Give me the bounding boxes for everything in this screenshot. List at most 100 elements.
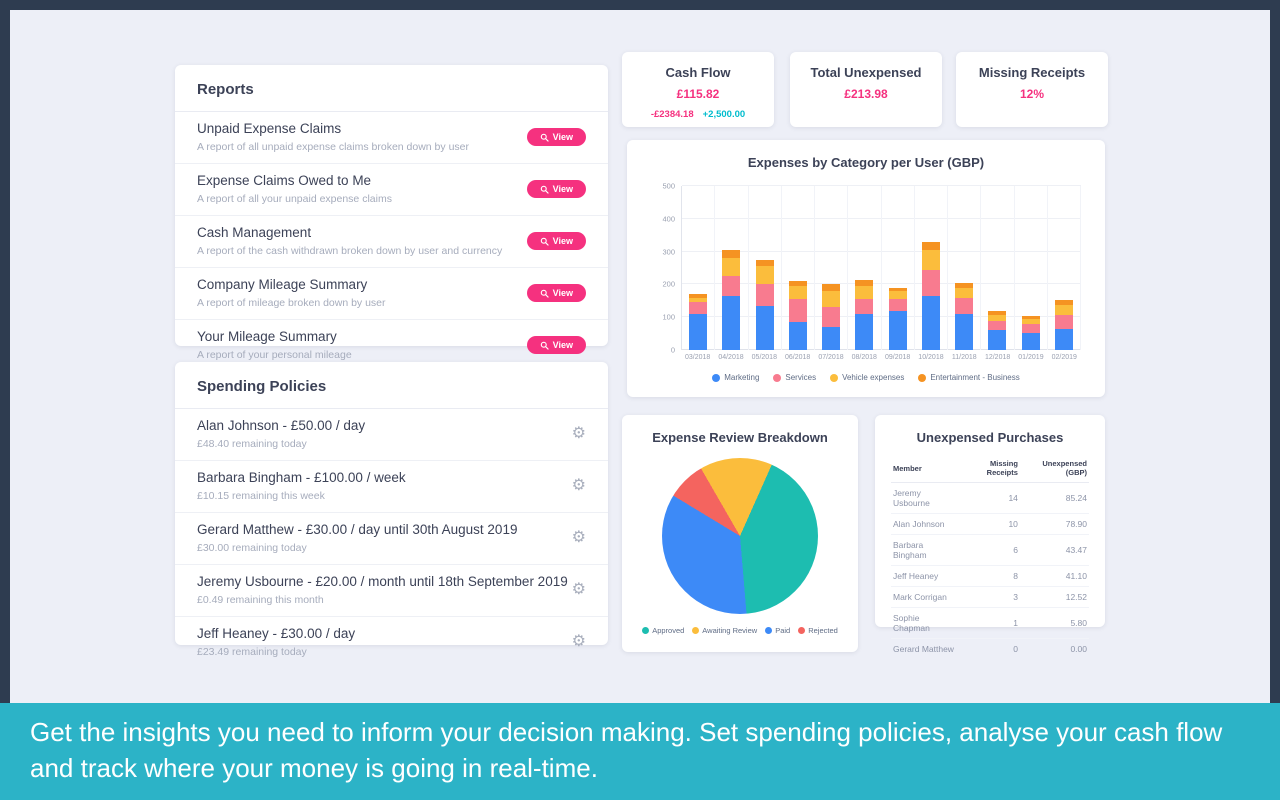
bar-segment-marketing[interactable] (788, 322, 807, 350)
pie-chart[interactable] (662, 458, 818, 614)
bar-segment-entertainment-business[interactable] (888, 287, 907, 291)
bar-segment-vehicle-expenses[interactable] (988, 314, 1007, 322)
table-row: Sophie Chapman 1 5.80 (891, 607, 1089, 639)
bar-segment-vehicle-expenses[interactable] (955, 287, 974, 298)
bar-segment-services[interactable] (888, 299, 907, 311)
bar-segment-entertainment-business[interactable] (855, 279, 874, 287)
stacked-bar-03-2018[interactable] (689, 186, 708, 350)
bar-segment-vehicle-expenses[interactable] (822, 290, 841, 308)
bar-segment-entertainment-business[interactable] (1054, 299, 1073, 305)
bar-segment-entertainment-business[interactable] (1021, 315, 1040, 319)
bar-segment-services[interactable] (955, 297, 974, 314)
bar-segment-marketing[interactable] (722, 295, 741, 350)
bar-segment-vehicle-expenses[interactable] (755, 266, 774, 285)
policy-settings-button[interactable]: ⚙ (572, 582, 586, 598)
bar-segment-entertainment-business[interactable] (755, 259, 774, 267)
bar-segment-services[interactable] (689, 302, 708, 314)
bar-segment-vehicle-expenses[interactable] (1054, 304, 1073, 315)
bar-segment-entertainment-business[interactable] (788, 281, 807, 287)
view-report-button[interactable]: View (526, 284, 586, 302)
legend-label: Entertainment - Business (930, 373, 1020, 382)
legend-item-vehicle-expenses[interactable]: Vehicle expenses (830, 373, 904, 382)
bar-segment-entertainment-business[interactable] (921, 241, 940, 250)
legend-item-marketing[interactable]: Marketing (712, 373, 759, 382)
bar-segment-services[interactable] (921, 269, 940, 296)
bar-segment-marketing[interactable] (755, 305, 774, 350)
stacked-bar-08-2018[interactable] (855, 186, 874, 350)
bar-segment-services[interactable] (755, 284, 774, 306)
bar-segment-services[interactable] (988, 321, 1007, 331)
policy-settings-button[interactable]: ⚙ (572, 634, 586, 650)
bar-segment-services[interactable] (788, 299, 807, 323)
stacked-bar-06-2018[interactable] (788, 186, 807, 350)
bar-segment-entertainment-business[interactable] (722, 250, 741, 259)
stat-title: Missing Receipts (978, 65, 1086, 80)
bar-segment-vehicle-expenses[interactable] (788, 286, 807, 300)
bar-segment-entertainment-business[interactable] (955, 282, 974, 288)
stacked-bar-10-2018[interactable] (921, 186, 940, 350)
stacked-bar-05-2018[interactable] (755, 186, 774, 350)
bar-segment-marketing[interactable] (855, 313, 874, 350)
bar-segment-marketing[interactable] (822, 327, 841, 350)
stacked-bar-04-2018[interactable] (722, 186, 741, 350)
legend-item-approved[interactable]: Approved (642, 626, 684, 635)
legend-item-services[interactable]: Services (773, 373, 816, 382)
stacked-bar-07-2018[interactable] (822, 186, 841, 350)
policy-settings-button[interactable]: ⚙ (572, 478, 586, 494)
bar-segment-vehicle-expenses[interactable] (689, 297, 708, 303)
bar-segment-services[interactable] (722, 276, 741, 296)
bar-segment-entertainment-business[interactable] (689, 294, 708, 298)
view-report-button[interactable]: View (526, 180, 586, 198)
bar-segment-vehicle-expenses[interactable] (1021, 318, 1040, 324)
stacked-bar-01-2019[interactable] (1021, 186, 1040, 350)
legend-item-paid[interactable]: Paid (765, 626, 790, 635)
bar-segment-vehicle-expenses[interactable] (888, 290, 907, 300)
legend-label: Rejected (808, 626, 838, 635)
report-row: Cash Management A report of the cash with… (175, 216, 608, 268)
policy-settings-button[interactable]: ⚙ (572, 530, 586, 546)
stacked-bar-09-2018[interactable] (888, 186, 907, 350)
report-row: Unpaid Expense Claims A report of all unp… (175, 112, 608, 164)
bar-segment-marketing[interactable] (921, 295, 940, 350)
bar-segment-services[interactable] (855, 299, 874, 314)
policy-title: Jeff Heaney - £30.00 / day (197, 626, 356, 641)
bar-segment-marketing[interactable] (1054, 328, 1073, 350)
pie-chart-title: Expense Review Breakdown (652, 430, 828, 445)
value-cell: 8 (958, 565, 1020, 587)
dashboard-content: Reports Unpaid Expense Claims A report of… (10, 10, 1270, 703)
view-report-button[interactable]: View (526, 128, 586, 146)
bar-segment-marketing[interactable] (955, 313, 974, 350)
bar-segment-services[interactable] (1021, 323, 1040, 333)
policy-title: Jeremy Usbourne - £20.00 / month until 1… (197, 574, 568, 589)
policy-settings-button[interactable]: ⚙ (572, 426, 586, 442)
view-report-button[interactable]: View (526, 336, 586, 354)
report-text: Company Mileage Summary A report of milea… (197, 277, 386, 309)
stacked-bar-11-2018[interactable] (955, 186, 974, 350)
stat-card-cash-flow: Cash Flow £115.82 -£2384.18 +2,500.00 (622, 52, 774, 127)
bar-segment-marketing[interactable] (888, 310, 907, 350)
bar-segment-services[interactable] (822, 307, 841, 328)
stacked-bar-02-2019[interactable] (1054, 186, 1073, 350)
bar-segment-vehicle-expenses[interactable] (855, 286, 874, 300)
legend-item-rejected[interactable]: Rejected (798, 626, 838, 635)
member-name-cell: Barbara Bingham (891, 534, 959, 566)
marketing-banner: Get the insights you need to inform your… (0, 703, 1280, 800)
bar-segment-vehicle-expenses[interactable] (722, 258, 741, 277)
legend-item-awaiting-review[interactable]: Awaiting Review (692, 626, 757, 635)
bar-segment-entertainment-business[interactable] (822, 284, 841, 291)
x-axis-tick-label: 12/2018 (984, 354, 1011, 361)
legend-item-entertainment-business[interactable]: Entertainment - Business (918, 373, 1020, 382)
bar-segment-marketing[interactable] (689, 313, 708, 350)
bar-segment-marketing[interactable] (988, 330, 1007, 350)
report-text: Your Mileage Summary A report of your per… (197, 329, 352, 361)
view-report-button[interactable]: View (526, 232, 586, 250)
policy-row: Jeff Heaney - £30.00 / day £23.49 remaini… (175, 617, 608, 668)
x-axis-tick-label: 01/2019 (1018, 354, 1044, 361)
stacked-bar-12-2018[interactable] (988, 186, 1007, 350)
bar-segment-vehicle-expenses[interactable] (921, 249, 940, 270)
bar-segment-entertainment-business[interactable] (988, 311, 1007, 315)
stat-value: £115.82 (676, 87, 720, 101)
gridline (682, 349, 1081, 350)
bar-segment-services[interactable] (1054, 314, 1073, 329)
bar-segment-marketing[interactable] (1021, 332, 1040, 350)
